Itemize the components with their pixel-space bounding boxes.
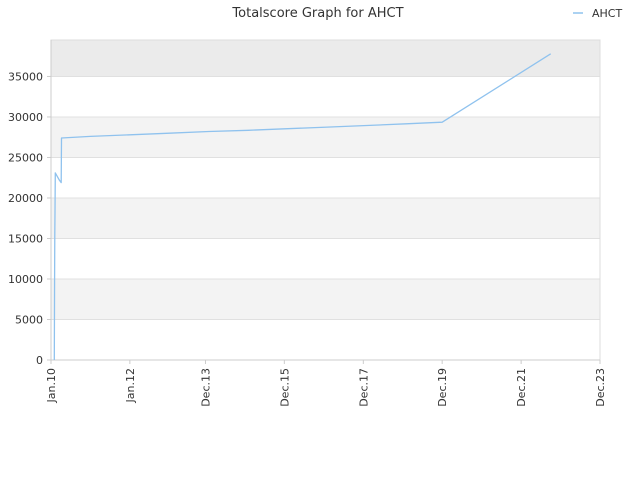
background-bands: [51, 40, 600, 360]
y-tick-label: 35000: [8, 70, 43, 83]
y-tick-label: 15000: [8, 232, 43, 245]
band: [51, 116, 600, 158]
y-tick-label: 10000: [8, 273, 43, 286]
y-tick-label: 5000: [15, 313, 43, 326]
series: [53, 53, 552, 361]
band: [51, 278, 600, 320]
axes: [50, 40, 600, 361]
y-tick-label: 20000: [8, 192, 43, 205]
band: [51, 76, 600, 117]
x-tick-labels: Jan.10 Jan.12 Dec.13 Dec.15 Dec.17 Dec.19 Dec.…: [45, 360, 607, 407]
band: [51, 319, 600, 360]
x-tick-label: Jan.10: [45, 368, 58, 403]
y-tick-labels: 0 5000 10000 15000 20000 25000 30000 35000: [8, 70, 51, 367]
series-line-ahct: [53, 53, 552, 361]
x-tick-label: Dec.17: [357, 368, 370, 407]
y-tick-label: 30000: [8, 111, 43, 124]
x-tick-label: Jan.12: [124, 368, 137, 403]
gridlines: [50, 39, 601, 361]
x-tick-label: Dec.23: [594, 368, 607, 407]
band: [51, 238, 600, 279]
legend[interactable]: AHCT: [573, 7, 622, 20]
band: [51, 157, 600, 198]
y-tick-label: 25000: [8, 151, 43, 164]
x-tick-label: Dec.13: [199, 368, 212, 407]
x-tick-label: Dec.19: [436, 368, 449, 407]
x-tick-label: Dec.21: [515, 368, 528, 407]
legend-label-ahct: AHCT: [592, 7, 622, 20]
x-tick-label: Dec.15: [278, 368, 291, 407]
y-tick-label: 0: [36, 354, 43, 367]
band: [51, 197, 600, 239]
band: [51, 40, 600, 77]
chart-title: Totalscore Graph for AHCT: [231, 6, 403, 21]
